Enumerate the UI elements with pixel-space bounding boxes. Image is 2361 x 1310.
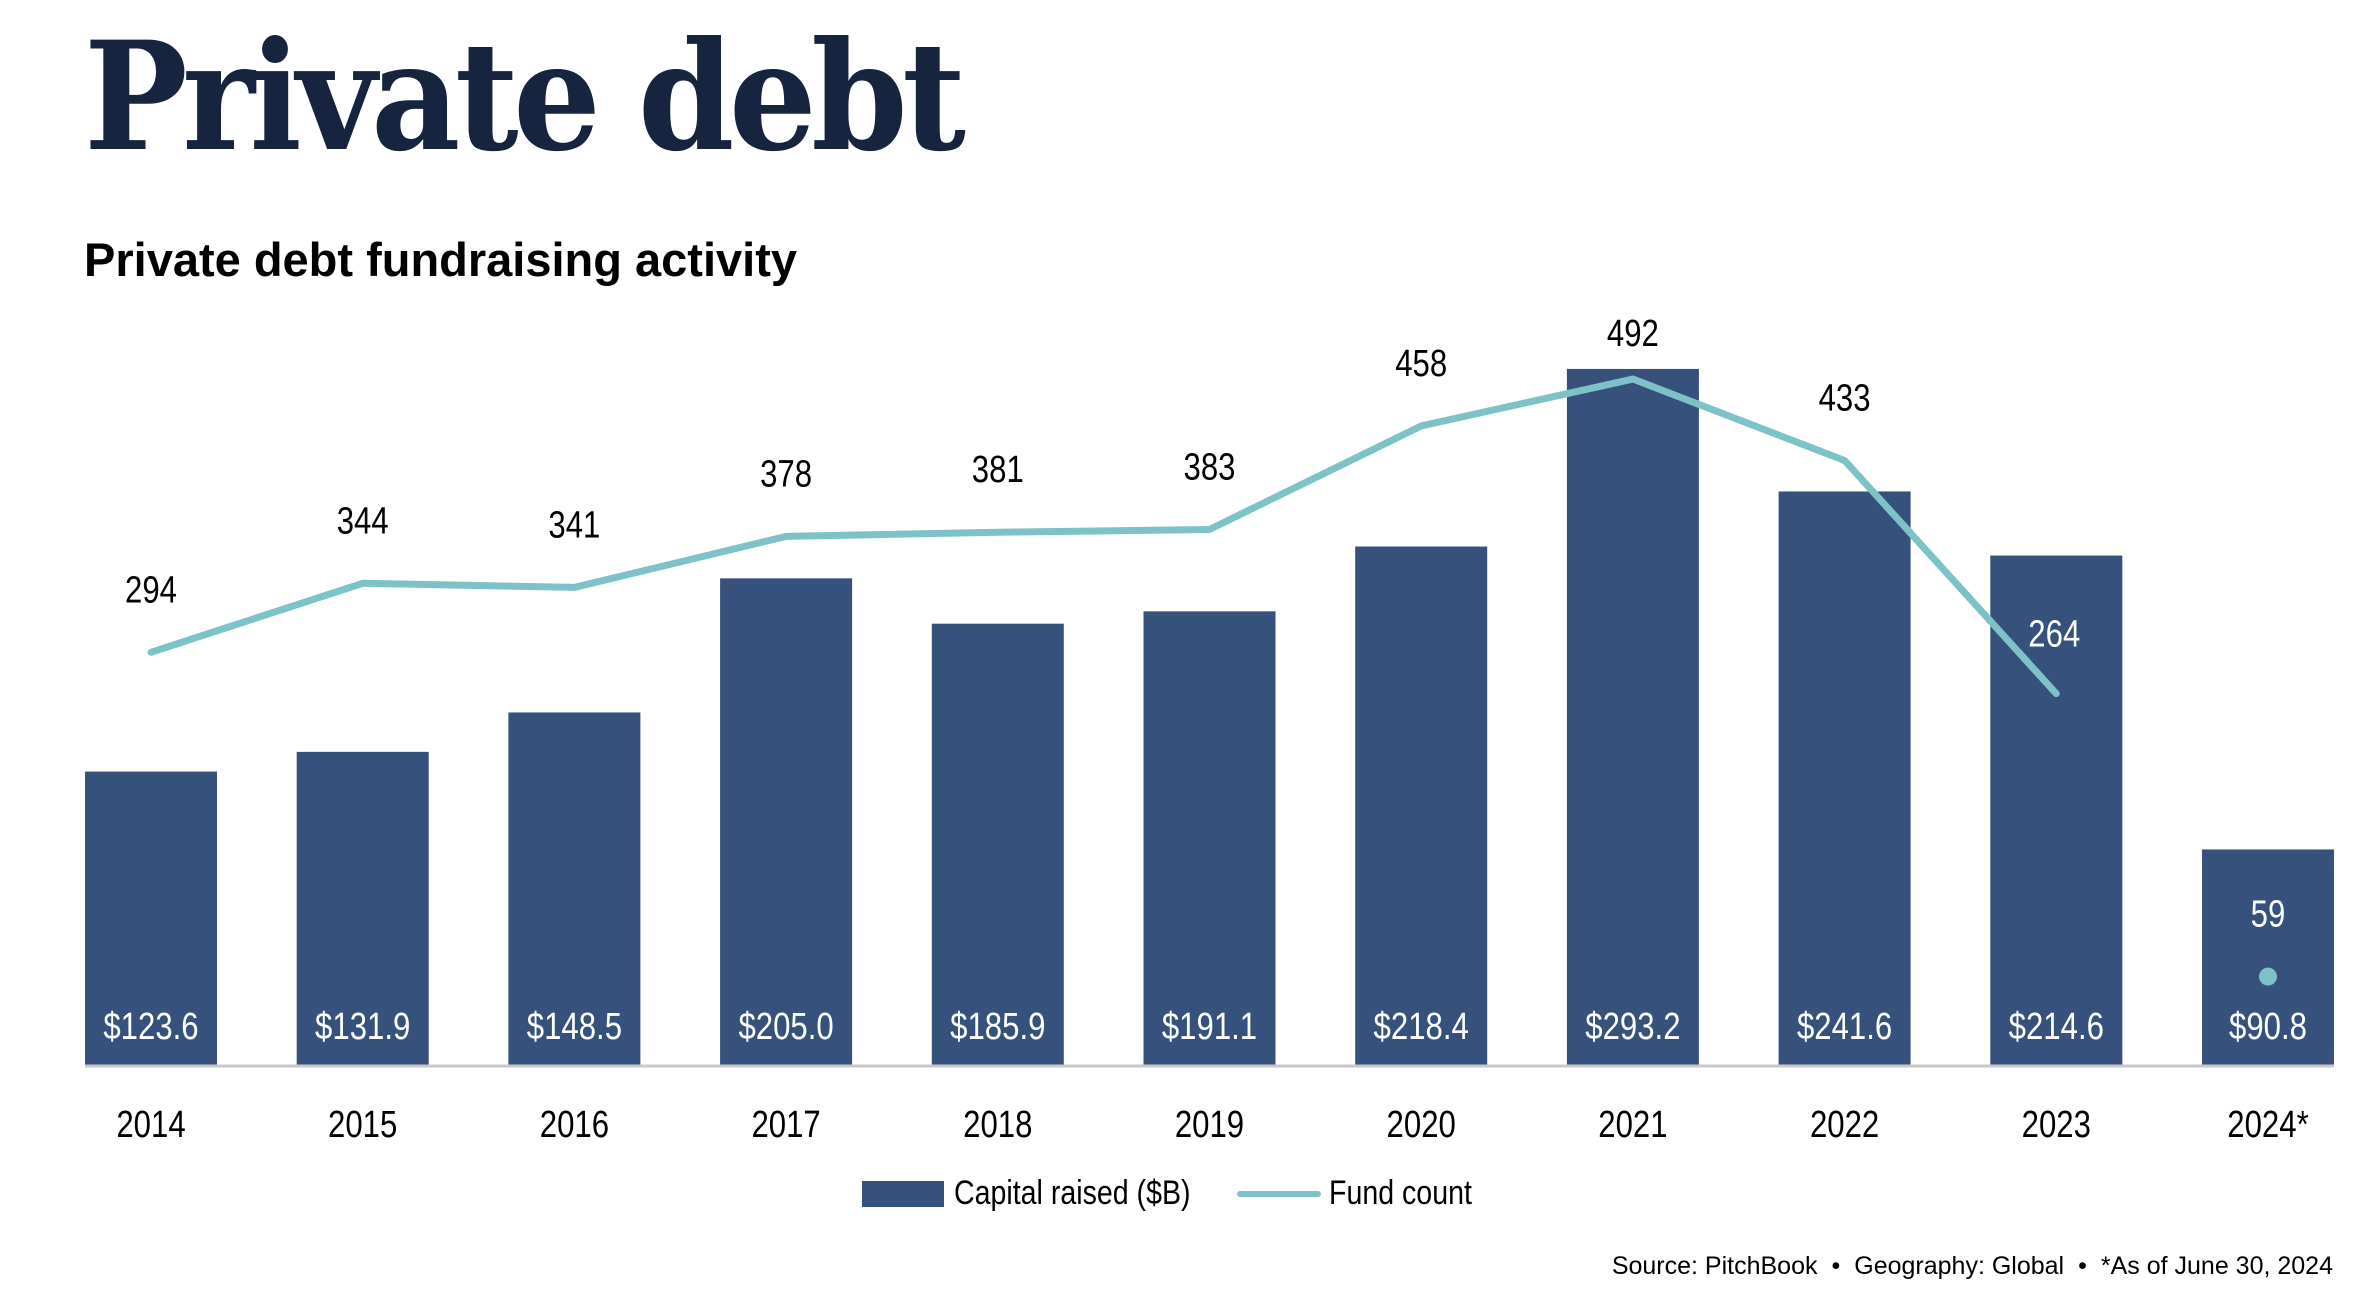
bar-value-label: $123.6 xyxy=(103,1006,198,1048)
line-value-label: 294 xyxy=(125,570,177,612)
line-value-label: 433 xyxy=(1819,378,1871,420)
bar-value-label: $241.6 xyxy=(1797,1006,1892,1048)
source-text: Source: PitchBook xyxy=(1611,1252,1818,1280)
legend-swatch-bar-icon xyxy=(861,1180,944,1207)
fund-count-line xyxy=(147,375,2060,698)
separator-dot: • xyxy=(2078,1252,2087,1280)
x-tick-label: 2021 xyxy=(1598,1104,1667,1146)
x-tick-label: 2020 xyxy=(1387,1104,1456,1146)
line-value-label: 381 xyxy=(972,449,1024,491)
line-value-label: 492 xyxy=(1607,313,1659,355)
separator-dot: • xyxy=(1831,1252,1841,1280)
line-value-label: 378 xyxy=(760,454,812,496)
as-of-note: *As of June 30, 2024 xyxy=(2100,1252,2333,1280)
line-value-labels: 294 344 341 378 381 383 458 492 433 264 59 xyxy=(125,313,2285,935)
page-title: Private debt xyxy=(84,9,966,185)
line-value-label: 264 xyxy=(2028,614,2080,656)
legend-swatch-line-icon xyxy=(1237,1190,1322,1197)
x-tick-label: 2017 xyxy=(751,1104,820,1146)
bar-2021 xyxy=(1566,368,1699,1065)
bar-value-label: $90.8 xyxy=(2229,1006,2307,1048)
bar-value-label: $293.2 xyxy=(1585,1006,1680,1048)
bar-value-label: $191.1 xyxy=(1162,1006,1257,1048)
bar-2024 xyxy=(2202,849,2334,1065)
bar-2015 xyxy=(296,751,429,1065)
line-value-label: 458 xyxy=(1395,343,1447,385)
bar-value-label: $205.0 xyxy=(738,1006,833,1048)
x-tick-label: 2014 xyxy=(116,1104,185,1146)
bar-2019 xyxy=(1143,611,1276,1065)
bar-value-label: $218.4 xyxy=(1374,1006,1469,1048)
bar-series-capital-raised xyxy=(85,368,2334,1065)
x-tick-label: 2022 xyxy=(1810,1104,1879,1146)
line-series-fund-count xyxy=(147,375,2277,986)
bar-2017 xyxy=(720,578,853,1065)
x-tick-label: 2023 xyxy=(2022,1104,2091,1146)
bar-2022 xyxy=(1778,491,1911,1065)
legend-label-fund-count: Fund count xyxy=(1329,1174,1473,1212)
line-value-label: 344 xyxy=(337,501,389,543)
bar-2016 xyxy=(508,712,641,1065)
bar-2014 xyxy=(85,771,217,1065)
line-value-label: 341 xyxy=(548,505,600,547)
x-tick-label: 2024* xyxy=(2227,1104,2308,1146)
line-value-label: 383 xyxy=(1184,447,1236,489)
bar-value-label: $148.5 xyxy=(527,1006,622,1048)
legend-item-capital-raised[interactable]: Capital raised ($B) xyxy=(861,1174,1236,1213)
legend-label-capital-raised: Capital raised ($B) xyxy=(953,1174,1191,1212)
line-point-2024 xyxy=(2259,967,2277,986)
chart-subtitle: Private debt fundraising activity xyxy=(84,233,798,286)
x-tick-label: 2018 xyxy=(963,1104,1032,1146)
x-tick-label: 2016 xyxy=(540,1104,609,1146)
x-tick-label: 2019 xyxy=(1175,1104,1244,1146)
bar-value-label: $185.9 xyxy=(950,1006,1045,1048)
chart-legend: Capital raised ($B) Fund count xyxy=(0,1174,2361,1213)
bar-2018 xyxy=(931,623,1064,1065)
bar-value-labels: $123.6 $131.9 $148.5 $205.0 $185.9 $191.1 $218… xyxy=(103,1006,2307,1048)
bar-value-label: $214.6 xyxy=(2009,1006,2104,1048)
bar-2020 xyxy=(1355,546,1488,1065)
x-tick-label: 2015 xyxy=(328,1104,397,1146)
geography-text: Geography: Global xyxy=(1854,1252,2065,1280)
x-axis-tick-labels: 2014 2015 2016 2017 2018 2019 2020 2021 2022 2023… xyxy=(116,1104,2308,1146)
bar-value-label: $131.9 xyxy=(315,1006,410,1048)
legend-item-fund-count[interactable]: Fund count xyxy=(1237,1174,1499,1213)
line-value-label: 59 xyxy=(2251,894,2286,936)
source-note: Source: PitchBook • Geography: Global • *As … xyxy=(1612,1252,2333,1281)
